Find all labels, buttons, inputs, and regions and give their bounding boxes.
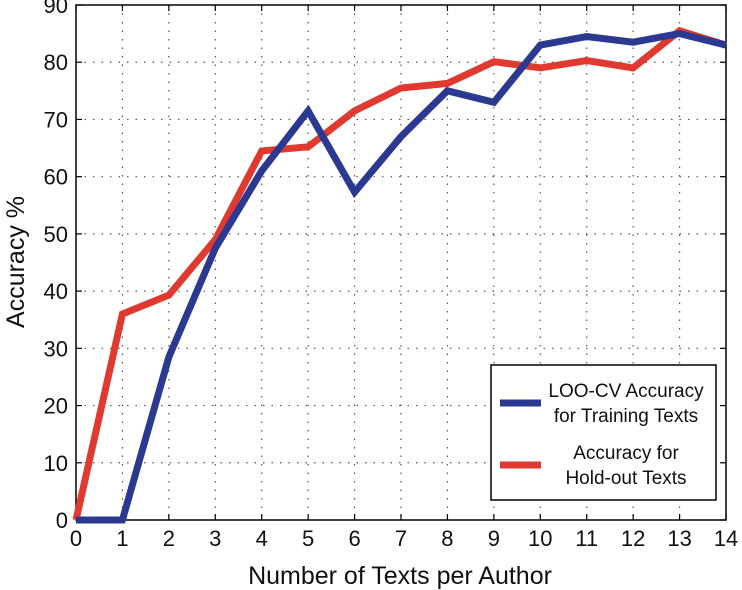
x-tick-label: 5 <box>302 526 314 551</box>
x-tick-label: 0 <box>70 526 82 551</box>
legend-label-0: for Training Texts <box>554 406 698 427</box>
x-tick-label: 6 <box>348 526 360 551</box>
x-axis-label: Number of Texts per Author <box>248 562 552 590</box>
x-tick-label: 1 <box>116 526 128 551</box>
x-tick-label: 13 <box>667 526 691 551</box>
legend-label-0: LOO-CV Accuracy <box>548 381 704 402</box>
x-tick-label: 8 <box>441 526 453 551</box>
legend: LOO-CV Accuracy for Training Texts Accurac… <box>490 364 717 501</box>
legend-label-1: Hold-out Texts <box>565 468 686 489</box>
series-lines <box>72 26 728 524</box>
x-tick-label: 12 <box>621 526 645 551</box>
x-tick-label: 14 <box>714 526 738 551</box>
y-axis-label: Accuracy % <box>2 196 30 328</box>
legend-label-1: Accuracy for <box>573 443 679 464</box>
y-tick-label: 10 <box>44 451 68 476</box>
y-tick-label: 60 <box>44 165 68 190</box>
y-tick-label: 80 <box>44 50 68 75</box>
y-tick-label: 30 <box>44 336 68 361</box>
y-tick-label: 70 <box>44 107 68 132</box>
legend-box <box>490 364 717 501</box>
x-tick-label: 7 <box>395 526 407 551</box>
y-tick-label: 0 <box>56 508 68 533</box>
y-tick-label: 50 <box>44 222 68 247</box>
x-tick-label: 3 <box>209 526 221 551</box>
y-tick-label: 20 <box>44 394 68 419</box>
x-tick-label: 10 <box>528 526 552 551</box>
x-tick-label: 4 <box>256 526 268 551</box>
x-tick-label: 11 <box>575 526 598 551</box>
y-tick-label: 90 <box>44 0 68 18</box>
y-tick-label: 40 <box>44 279 68 304</box>
x-tick-label: 2 <box>163 526 175 551</box>
x-tick-label: 9 <box>488 526 500 551</box>
